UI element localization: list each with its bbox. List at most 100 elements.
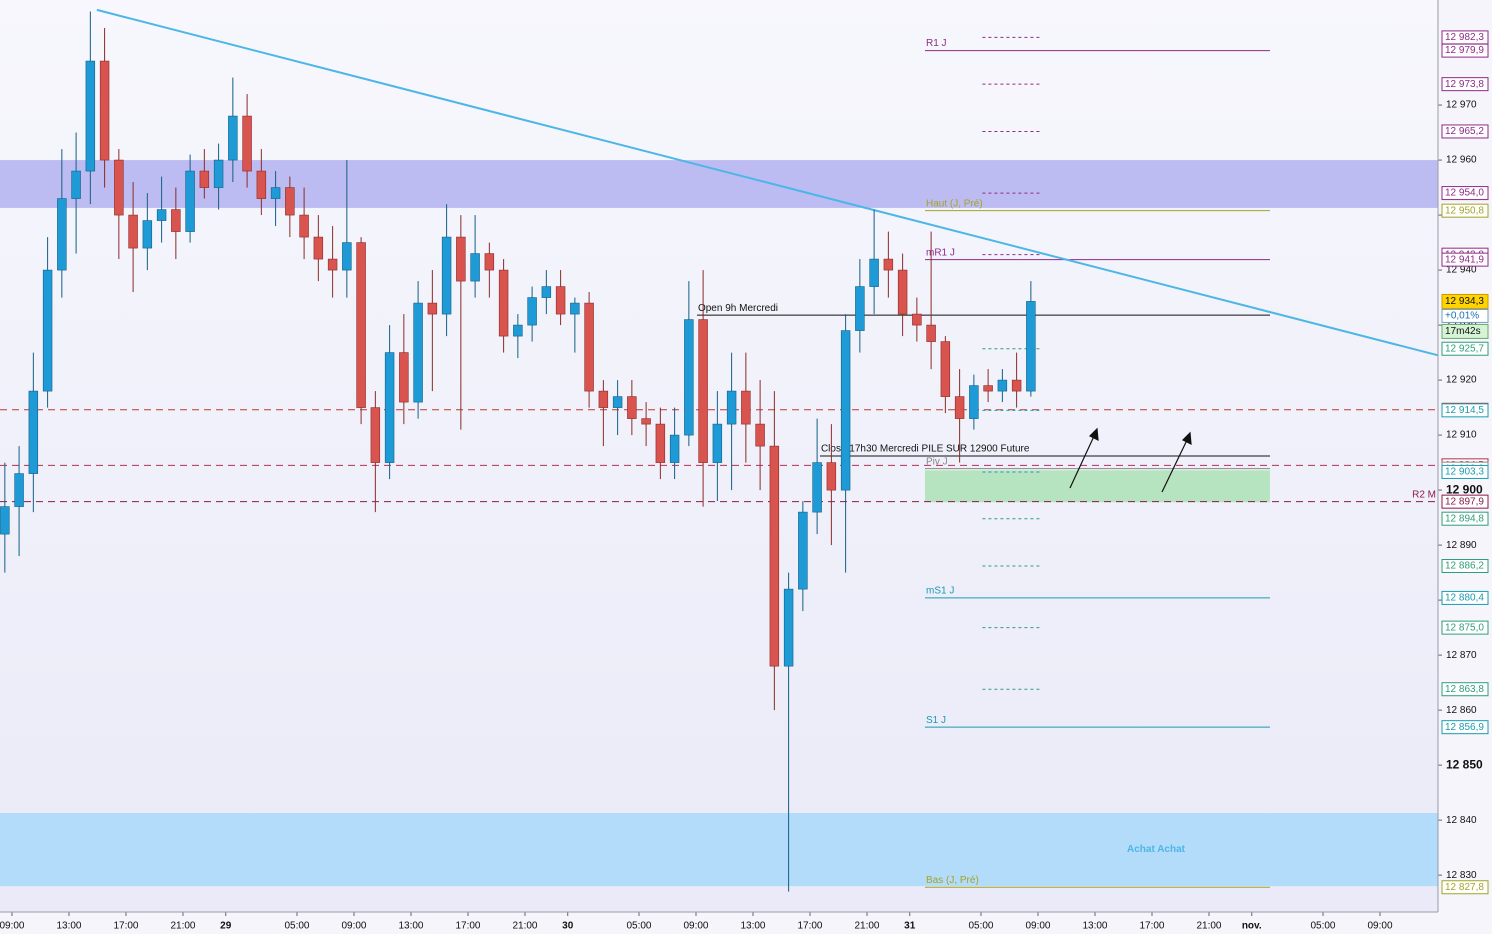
y-tick-label: 12 870 [1446,650,1477,661]
candle-body [997,379,1008,392]
change-label: +0,01% [1445,311,1479,322]
candle-body [712,423,723,463]
candle-body [114,159,124,216]
countdown-label: 17m42s [1445,326,1481,337]
arrow [1069,433,1096,489]
candle-body [612,396,623,408]
candle-body [1026,301,1036,392]
x-tick-label: 05:00 [1310,921,1335,932]
level-name: Close 17h30 Mercredi PILE SUR 12900 Futu… [821,444,1030,455]
candle-body [99,60,110,161]
candle-body [228,115,238,161]
level-name: Bas (J, Pré) [926,875,979,886]
candle-body [413,302,423,403]
y-tick-label: 12 830 [1446,870,1477,881]
candle-body [313,236,324,260]
candle-body [28,390,39,474]
candle-body [484,253,495,271]
x-tick-label: 17:00 [455,921,480,932]
level-name: Open 9h Mercredi [698,303,778,314]
level-box-label: 12 863,8 [1445,684,1484,695]
candle-body [85,60,96,172]
x-tick-label: 09:00 [0,921,25,932]
candle-body [427,302,438,315]
candle-body [598,390,609,408]
level-box-label: 12 875,0 [1445,622,1484,633]
candle-body [57,198,67,271]
candle-body [1011,379,1022,392]
candle-body [897,269,908,315]
candle-body [840,330,851,491]
level-box [1441,511,1489,526]
candle-body [14,473,24,507]
candle-body [812,462,822,513]
arrow [1161,437,1189,493]
arrow-head [1088,427,1099,442]
level-box-label: 12 897,9 [1445,496,1484,507]
x-tick-label: 05:00 [626,921,651,932]
level-box-label: 12 886,2 [1445,561,1484,572]
candle-body [128,214,138,249]
y-tick-label: 12 910 [1446,430,1477,441]
last-price-box [1441,293,1489,309]
level-box-label: 12 950,8 [1445,205,1484,216]
candle-body [669,434,680,463]
x-tick-label: 17:00 [1139,921,1164,932]
x-tick-label: 17:00 [797,921,822,932]
level-box-label: 12 973,8 [1445,79,1484,90]
x-tick-label: 21:00 [1196,921,1221,932]
candle-body [171,209,181,232]
y-tick-label: 12 960 [1446,155,1477,166]
y-tick-label: 12 890 [1446,540,1477,551]
candle-body [741,390,751,425]
level-box [1441,464,1489,479]
candle-body [755,423,765,447]
last-price-label: 12 934,3 [1445,296,1484,307]
y-tick-label: 12 860 [1446,705,1477,716]
level-box [1441,682,1489,697]
candle-body [299,214,309,238]
candle-body [142,220,153,249]
candle-body [627,396,637,419]
candle-body [570,302,580,315]
level-box-label: 12 856,9 [1445,722,1484,733]
y-tick-label: 12 920 [1446,375,1477,386]
zone [0,812,1438,887]
level-box [1441,720,1489,735]
candle-body [356,242,366,408]
candle-body [498,269,509,337]
candle-body [327,258,338,271]
candle-body [285,187,295,216]
candle-body [513,324,523,337]
candle-body [384,352,395,463]
level-box [1441,186,1489,201]
x-tick-label: 09:00 [1367,921,1392,932]
candle-body [370,407,381,463]
level-box-label: 12 894,8 [1445,513,1484,524]
level-name: R2 M [1412,489,1436,500]
x-tick-label: nov. [1242,921,1262,932]
candle-body [527,297,537,326]
zone [924,470,1270,503]
candle-body [769,445,780,667]
candle-body [555,286,566,315]
level-box-label: 12 827,8 [1445,882,1484,893]
candle-body [783,588,794,667]
x-tick-label: 09:00 [683,921,708,932]
zone [0,160,1438,208]
x-tick-label: 13:00 [740,921,765,932]
candle-body [0,506,10,535]
level-box [1441,403,1489,418]
x-tick-label: 21:00 [512,921,537,932]
trendline [96,8,1439,357]
level-box [1441,252,1489,267]
candle-body [826,462,837,491]
level-name: mS1 J [926,586,954,597]
candle-body [399,352,409,403]
candle-body [641,418,651,425]
candle-body [869,258,879,287]
candle-body [684,319,694,436]
level-box [1441,203,1489,218]
candle-body [156,209,167,221]
x-tick-label: 13:00 [56,921,81,932]
